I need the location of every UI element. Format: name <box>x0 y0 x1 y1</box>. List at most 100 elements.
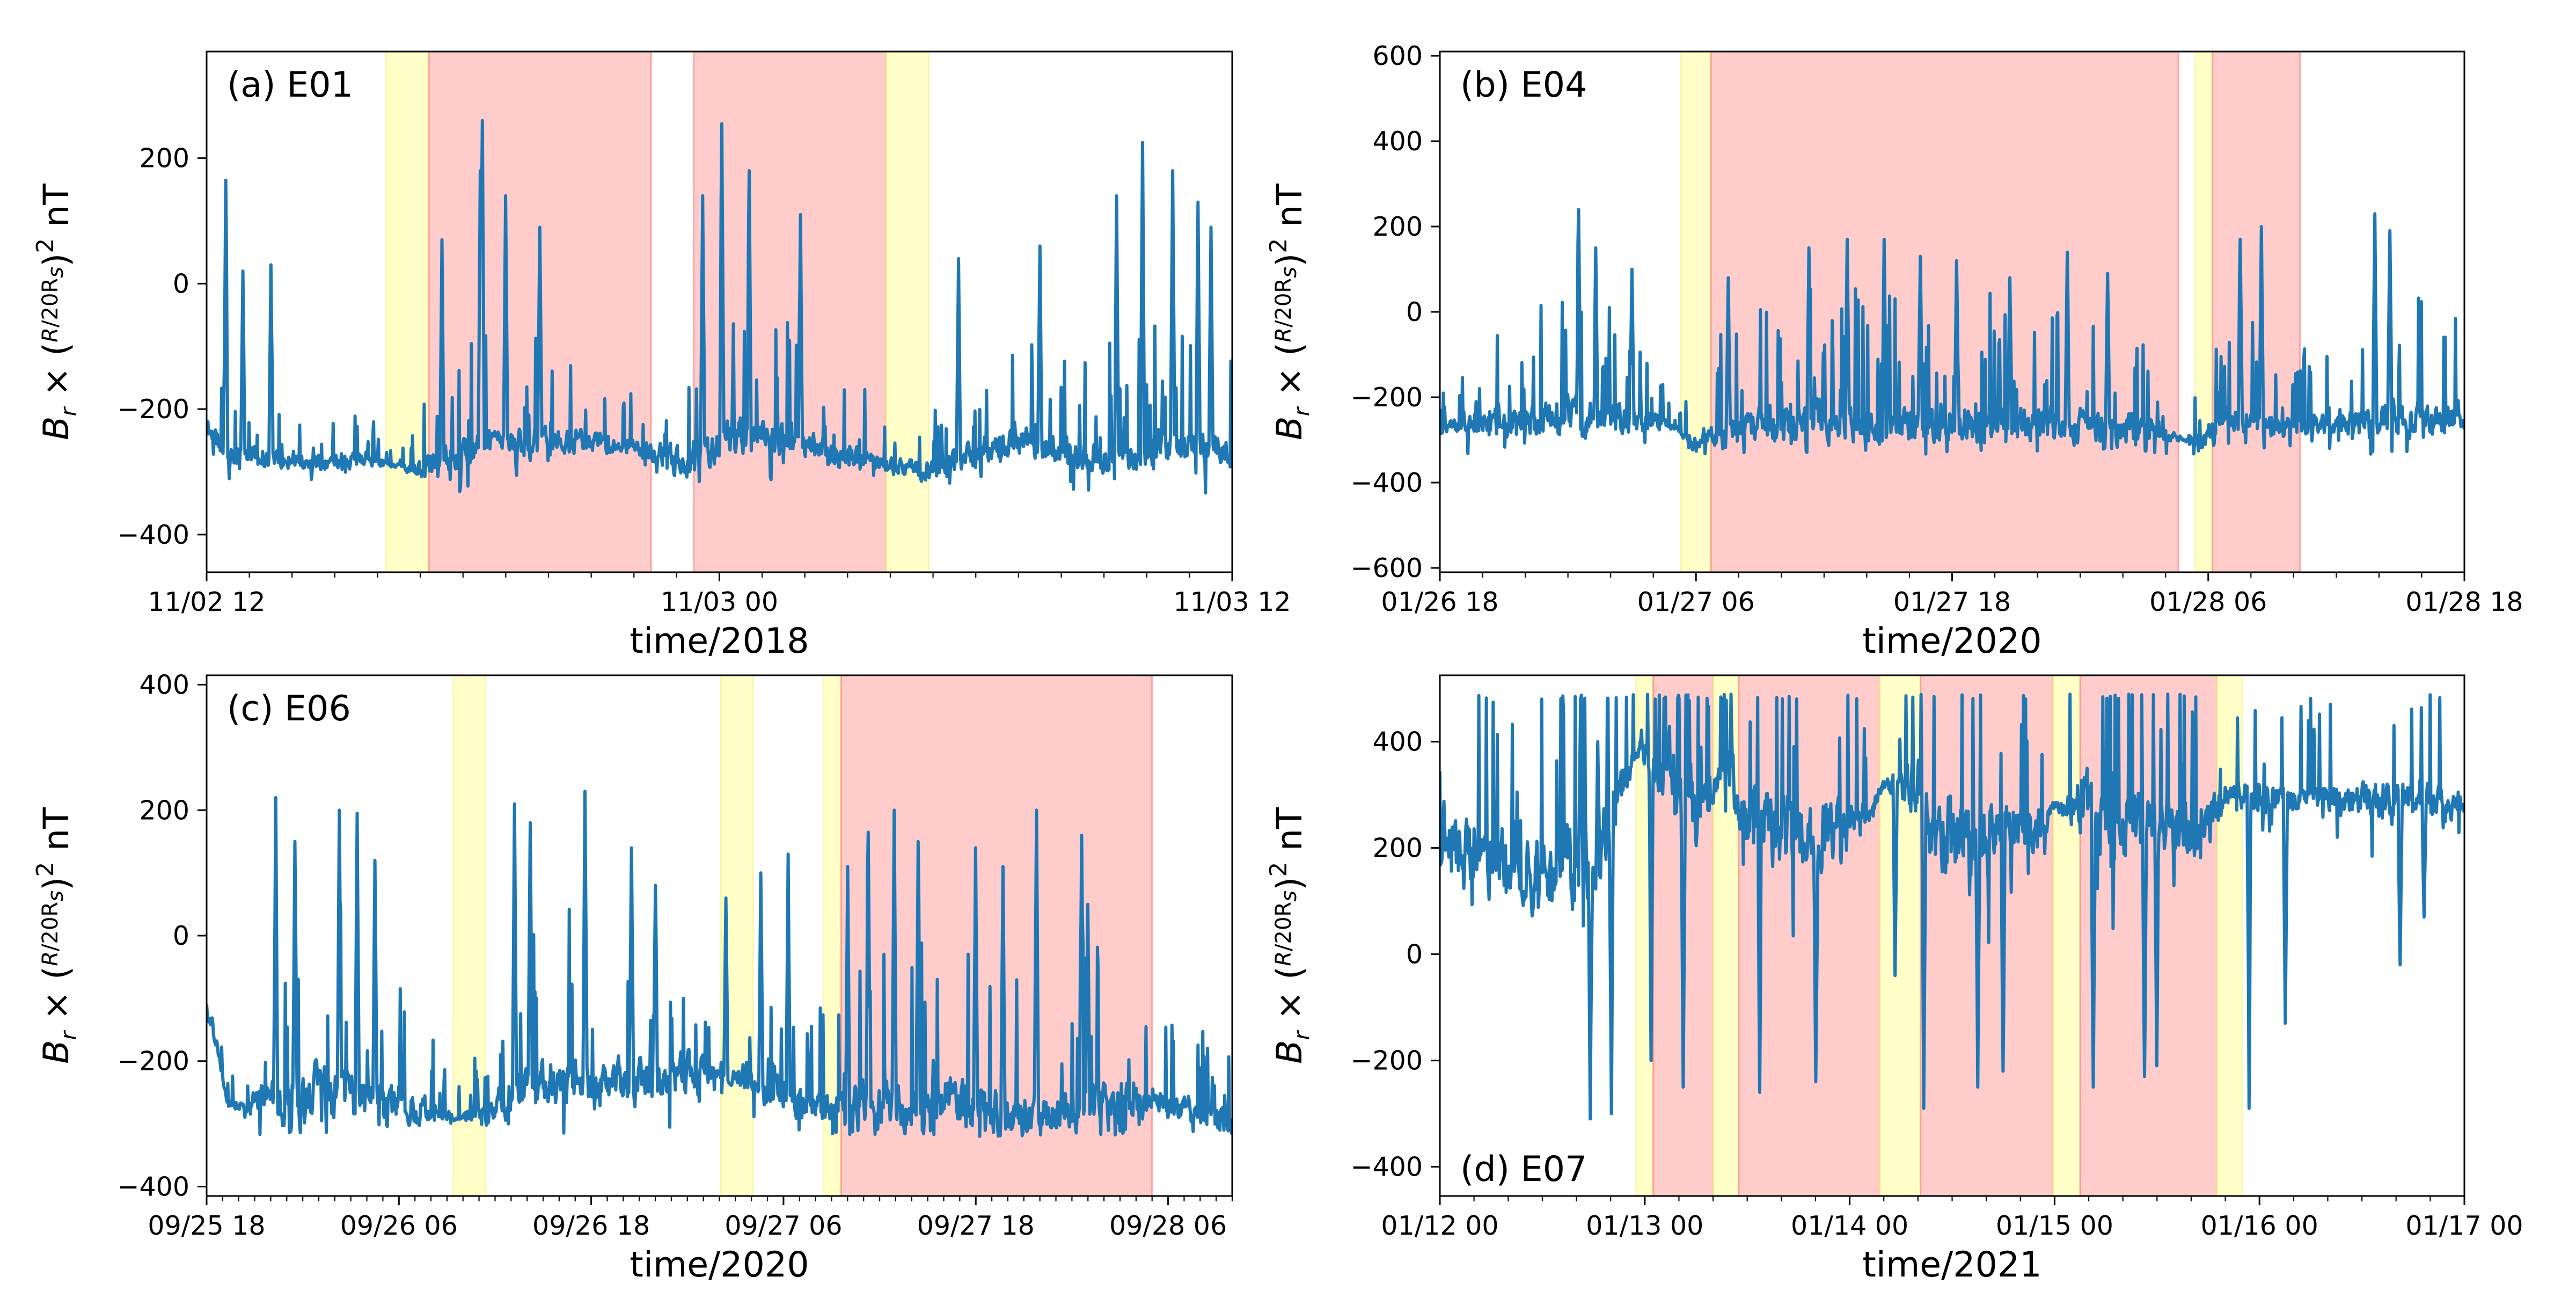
y-label-part-br: B <box>36 416 77 440</box>
y-label-part-open: ( <box>36 342 77 356</box>
y-label-part-s: s <box>43 267 68 278</box>
x-tick-label: 01/17 00 <box>2405 1210 2523 1241</box>
y-label-part-sq: 2 <box>32 238 59 253</box>
red-band-4 <box>2212 50 2301 573</box>
y-label-part-s: s <box>43 891 68 902</box>
y-tick-label: 400 <box>1372 727 1423 757</box>
x-tick-label: 01/27 18 <box>1893 587 2011 617</box>
y-label-part-br: B <box>1270 416 1310 440</box>
y-label-part-times: × <box>36 991 77 1020</box>
x-tick-label: 11/03 12 <box>1173 587 1291 617</box>
x-tick-label: 11/03 00 <box>661 587 778 617</box>
x-axis-label: time/2018 <box>630 621 809 661</box>
panel-3: −400 −200 0 200 400 09/25 18 09/26 06 09/26 18 0… <box>32 670 1233 1285</box>
x-tick-label: 01/27 06 <box>1637 587 1755 617</box>
panel-4: −400 −200 0 200 400 01/12 00 01/13 00 01/14 00 0… <box>1255 674 2523 1285</box>
y-tick-label: −400 <box>1350 468 1423 498</box>
y-axis-label: Br × (R/20Rs)2 nT <box>1255 184 1318 440</box>
y-label-part-r: r <box>1290 1030 1314 1040</box>
y-label-part-close: ) <box>36 253 77 267</box>
y-label-part-num: R <box>38 951 63 966</box>
panel-label: (c) E06 <box>227 689 351 729</box>
y-label-part-den: 20R <box>1271 902 1296 944</box>
x-tick-label: 09/26 06 <box>340 1210 458 1241</box>
y-tick-label: −200 <box>117 1046 189 1077</box>
x-tick-label: 09/27 06 <box>724 1210 842 1241</box>
x-tick-label: 09/27 18 <box>917 1210 1035 1241</box>
yellow-band-4 <box>885 50 930 573</box>
panel-1: −400 −200 0 200 11/02 12 11/03 00 11/03 12 (a) … <box>21 50 1291 661</box>
y-label-part-sq: 2 <box>1265 238 1292 253</box>
x-axis-label: time/2020 <box>1862 621 2041 661</box>
x-tick-label: 01/28 18 <box>2405 587 2523 617</box>
y-label-part-r: r <box>1290 406 1314 416</box>
x-tick-label: 09/25 18 <box>148 1210 265 1241</box>
x-axis-label: time/2021 <box>1862 1245 2041 1285</box>
x-tick-label: 01/12 00 <box>1381 1210 1498 1241</box>
y-label-part-open: ( <box>1270 342 1310 356</box>
y-tick-label: 600 <box>1372 41 1423 71</box>
y-label-part-unit: nT <box>36 807 77 851</box>
y-label-part-num: R <box>38 327 63 342</box>
series-line <box>207 119 1232 495</box>
y-label-part-close: ) <box>1270 253 1310 267</box>
y-tick-label: 0 <box>1406 939 1423 970</box>
y-tick-label: −200 <box>1350 1046 1423 1076</box>
y-tick-label: −400 <box>117 1171 189 1202</box>
y-label-part-open: ( <box>1270 966 1310 980</box>
y-axis-label: Br × (R/20Rs)2 nT <box>21 184 84 440</box>
y-tick-label: 0 <box>173 921 189 951</box>
series-line <box>1440 692 2464 1121</box>
y-label-part-unit: nT <box>36 184 77 227</box>
x-tick-label: 01/26 18 <box>1381 587 1498 617</box>
y-label-part-unit: nT <box>1270 807 1310 851</box>
yellow-band-1 <box>1680 50 1712 573</box>
y-tick-label: −600 <box>1350 553 1423 583</box>
panel-label: (a) E01 <box>227 65 353 105</box>
y-label-part-den: 20R <box>38 278 63 320</box>
x-tick-label: 01/16 00 <box>2201 1210 2318 1241</box>
y-label-part-den: 20R <box>38 902 63 944</box>
panel-2: −600 −400 −200 0 200 400 600 01/26 18 01/27 06 01… <box>1255 41 2523 661</box>
y-label-part-s: s <box>1277 891 1301 902</box>
y-label-part-br: B <box>36 1040 77 1064</box>
x-tick-label: 09/28 06 <box>1109 1210 1227 1241</box>
y-label-part-times: × <box>1270 367 1310 396</box>
y-label-part-r: r <box>56 1030 81 1040</box>
y-label-part-sq: 2 <box>32 862 59 877</box>
y-label-part-den: 20R <box>1271 278 1296 320</box>
y-tick-label: 200 <box>139 795 189 826</box>
panel-label: (d) E07 <box>1460 1149 1587 1190</box>
y-label-part-sq: 2 <box>1265 862 1292 877</box>
x-axis-label: time/2020 <box>630 1245 809 1285</box>
yellow-band-7 <box>2052 674 2081 1197</box>
y-tick-label: 400 <box>139 670 189 701</box>
y-tick-label: 200 <box>139 143 189 174</box>
y-tick-label: 0 <box>173 268 189 299</box>
y-tick-label: 200 <box>1372 211 1423 242</box>
y-label-part-num: R <box>1271 951 1296 966</box>
y-label-part-r: r <box>56 406 81 416</box>
y-label-part-close: ) <box>36 877 77 891</box>
y-tick-label: −200 <box>1350 382 1423 413</box>
red-band-2 <box>1710 50 2179 573</box>
y-label-part-num: R <box>1271 327 1296 342</box>
x-tick-label: 01/14 00 <box>1791 1210 1908 1241</box>
x-tick-label: 01/28 06 <box>2149 587 2267 617</box>
yellow-band-3 <box>2194 50 2214 573</box>
y-tick-label: 400 <box>1372 126 1423 157</box>
y-tick-label: −400 <box>117 520 189 550</box>
x-tick-label: 01/15 00 <box>1996 1210 2113 1241</box>
x-tick-label: 11/02 12 <box>148 587 265 617</box>
y-axis-label: Br × (R/20Rs)2 nT <box>1255 807 1318 1064</box>
y-label-part-times: × <box>1270 991 1310 1020</box>
red-band-3 <box>693 50 887 573</box>
yellow-band-1 <box>385 50 430 573</box>
y-label-part-open: ( <box>36 966 77 980</box>
panel-label: (b) E04 <box>1460 65 1587 105</box>
y-label-part-unit: nT <box>1270 184 1310 227</box>
x-tick-label: 01/13 00 <box>1586 1210 1703 1241</box>
y-label-part-br: B <box>1270 1040 1310 1064</box>
red-band-6 <box>1920 674 2054 1197</box>
